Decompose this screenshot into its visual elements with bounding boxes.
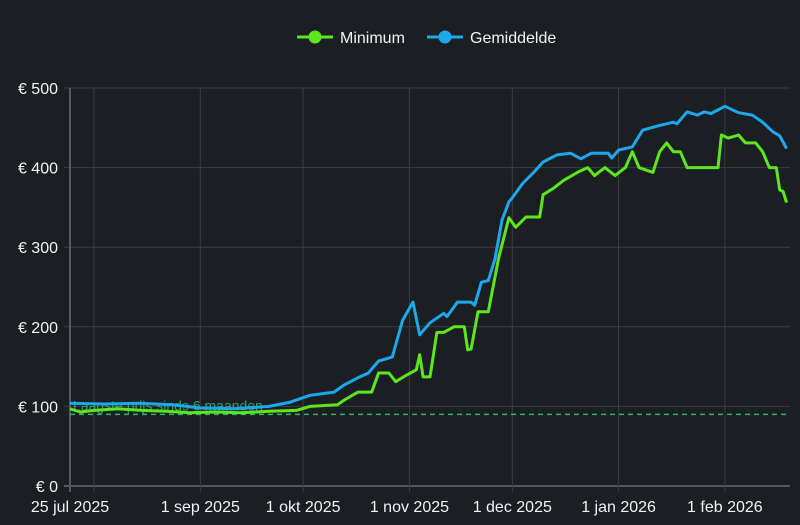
series: [69, 104, 789, 415]
y-tick-label: € 100: [18, 399, 58, 416]
series-line-minimum: [69, 133, 789, 415]
legend-marker-icon: [308, 30, 322, 44]
x-tick-label: 1 okt 2025: [266, 499, 341, 516]
y-tick-label: € 200: [18, 320, 58, 337]
x-tick-label: 1 sep 2025: [161, 499, 240, 516]
legend-label: Minimum: [340, 30, 405, 47]
x-tick-label: 1 dec 2025: [473, 499, 552, 516]
x-tick-label: 1 jan 2026: [581, 499, 656, 516]
legend-marker-icon: [438, 30, 452, 44]
legend-item-minimum[interactable]: Minimum: [297, 30, 405, 47]
legend: Minimum Gemiddelde: [297, 30, 556, 47]
legend-item-gemiddelde[interactable]: Gemiddelde: [427, 30, 556, 47]
y-tick-label: € 0: [36, 479, 58, 496]
y-tick-label: € 300: [18, 240, 58, 257]
y-tick-label: € 500: [18, 81, 58, 98]
y-axis: € 0 € 100 € 200 € 300 € 400 € 500: [18, 81, 58, 496]
series-line-gemiddelde: [69, 104, 788, 411]
y-tick-label: € 400: [18, 161, 58, 178]
grid: [64, 87, 790, 492]
x-tick-label: 25 jul 2025: [31, 499, 109, 516]
x-tick-label: 1 nov 2025: [370, 499, 449, 516]
x-axis: 25 jul 2025 1 sep 2025 1 okt 2025 1 nov 202…: [31, 499, 763, 516]
x-tick-label: 1 feb 2026: [687, 499, 763, 516]
legend-label: Gemiddelde: [470, 30, 556, 47]
